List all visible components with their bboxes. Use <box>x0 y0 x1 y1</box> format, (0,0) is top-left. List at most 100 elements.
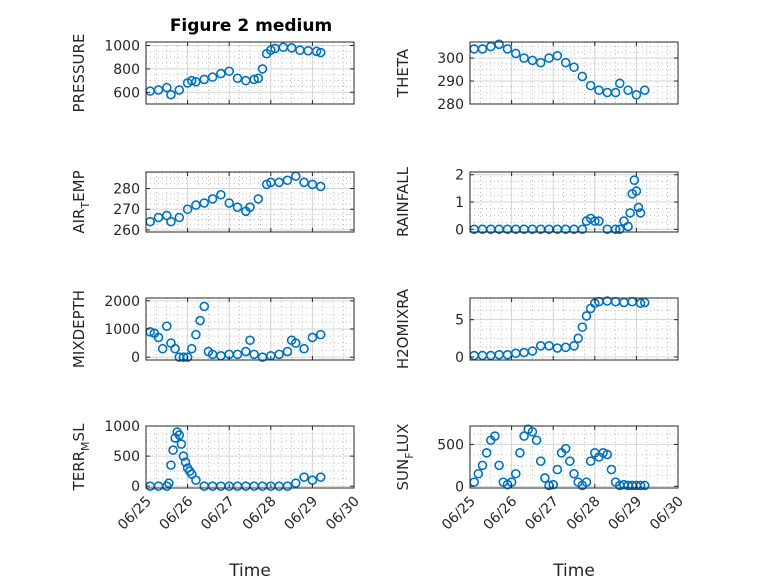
y-tick-label: 280 <box>437 97 464 113</box>
data-point <box>199 198 210 208</box>
data-point <box>195 315 205 326</box>
figure-title: Figure 2 medium <box>170 16 332 36</box>
data-point <box>606 464 617 475</box>
x-tick-label: 06/26 <box>157 493 197 533</box>
data-point <box>245 335 255 346</box>
subplot-terr-sl: 0 500 1000 06/25 06/26 06/27 06/28 06/29 06/30 TE… <box>70 419 363 581</box>
subplot-theta: 280 290 300 THETA <box>394 39 679 113</box>
data-point <box>286 43 297 53</box>
data-point <box>174 212 185 223</box>
axes-box <box>469 297 679 361</box>
data-point <box>602 449 613 460</box>
data-point <box>282 175 293 186</box>
series-markers <box>145 42 326 100</box>
y-axis-label: PRESSURE <box>70 34 88 113</box>
y-tick-label: 2000 <box>104 294 140 310</box>
series-markers <box>145 301 326 362</box>
data-point <box>166 216 176 227</box>
data-point <box>527 346 538 356</box>
x-tick-label: 06/25 <box>439 494 479 534</box>
data-point <box>569 62 579 73</box>
axes-box <box>145 41 355 105</box>
data-point <box>178 451 189 461</box>
subplot-pressure: 600 800 1000 PRESSURE <box>70 34 355 113</box>
data-point <box>473 468 484 479</box>
subplot-h2omixra: 0 5 H2OMIXRA <box>394 288 679 369</box>
y-axis-label: RAINFALL <box>394 166 412 237</box>
data-point <box>274 349 284 360</box>
data-point <box>519 53 529 63</box>
data-point <box>560 443 571 454</box>
subplot-mixdepth: 0 1000 2000 MIXDEPTH <box>70 290 355 368</box>
data-point <box>639 480 650 491</box>
x-tick-label: 06/29 <box>605 494 645 534</box>
data-point <box>315 181 326 192</box>
data-point <box>199 74 210 85</box>
x-axis-label: Time <box>228 561 271 581</box>
x-tick-label: 06/30 <box>323 494 363 534</box>
data-point <box>494 39 504 50</box>
data-point <box>232 202 243 212</box>
y-tick-label: 300 <box>437 51 464 67</box>
data-point <box>577 71 588 82</box>
y-tick-label: 270 <box>113 202 140 218</box>
data-point <box>560 57 571 68</box>
y-tick-label: 800 <box>113 62 140 78</box>
data-point <box>519 431 529 441</box>
data-point <box>176 439 187 449</box>
data-point <box>199 301 210 312</box>
data-point <box>174 430 185 440</box>
x-tick-label: 06/26 <box>481 493 521 533</box>
y-tick-label: 1000 <box>104 39 140 55</box>
data-point <box>207 72 218 82</box>
data-point <box>186 343 197 354</box>
y-tick-label: 1000 <box>104 419 140 435</box>
data-point <box>623 221 633 232</box>
data-point <box>290 338 301 348</box>
data-point <box>162 82 172 93</box>
y-tick-label: 0 <box>455 479 464 495</box>
data-point <box>552 50 563 61</box>
data-point <box>635 298 646 309</box>
y-tick-label: 500 <box>113 449 140 465</box>
data-point <box>569 341 579 351</box>
y-axis-label: MIXDEPTH <box>70 290 88 368</box>
data-point <box>191 329 201 340</box>
data-point <box>527 55 538 66</box>
data-point <box>577 224 588 235</box>
data-point <box>633 202 644 213</box>
grid-lines <box>145 425 355 488</box>
data-point <box>166 89 176 100</box>
data-point <box>477 44 488 54</box>
y-tick-label: 280 <box>113 182 140 198</box>
data-point <box>182 204 193 215</box>
data-point <box>166 460 176 470</box>
data-point <box>531 435 542 446</box>
data-point <box>623 85 633 96</box>
data-point <box>544 53 554 63</box>
data-point <box>282 346 293 357</box>
data-point <box>216 68 226 79</box>
y-tick-label: 260 <box>113 223 140 239</box>
axes-box <box>469 41 679 105</box>
data-point <box>186 75 197 86</box>
y-tick-label: 2 <box>455 168 464 184</box>
data-point <box>502 44 513 54</box>
data-point <box>216 189 226 200</box>
data-point <box>635 208 646 218</box>
y-tick-label: 0 <box>131 479 140 495</box>
data-point <box>594 85 604 96</box>
data-point <box>629 175 640 185</box>
data-point <box>552 464 563 475</box>
data-point <box>610 87 621 98</box>
data-point <box>481 448 492 458</box>
data-point <box>290 478 301 488</box>
data-point <box>253 194 264 204</box>
data-point <box>191 475 201 485</box>
data-point <box>315 472 326 482</box>
data-point <box>585 456 596 466</box>
data-point <box>515 448 525 458</box>
data-point <box>477 460 488 471</box>
